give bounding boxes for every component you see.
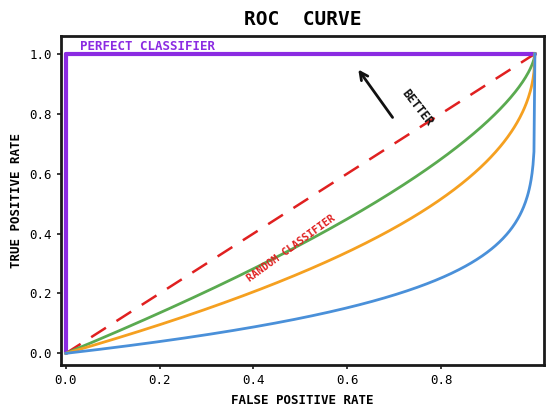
Y-axis label: TRUE POSITIVE RATE: TRUE POSITIVE RATE (10, 133, 23, 268)
Text: BETTER: BETTER (399, 87, 436, 128)
Text: PERFECT CLASSIFIER: PERFECT CLASSIFIER (80, 40, 215, 53)
X-axis label: FALSE POSITIVE RATE: FALSE POSITIVE RATE (232, 394, 374, 407)
Text: RANDOM CLASSIFIER: RANDOM CLASSIFIER (245, 213, 337, 284)
Title: ROC  CURVE: ROC CURVE (244, 10, 362, 29)
